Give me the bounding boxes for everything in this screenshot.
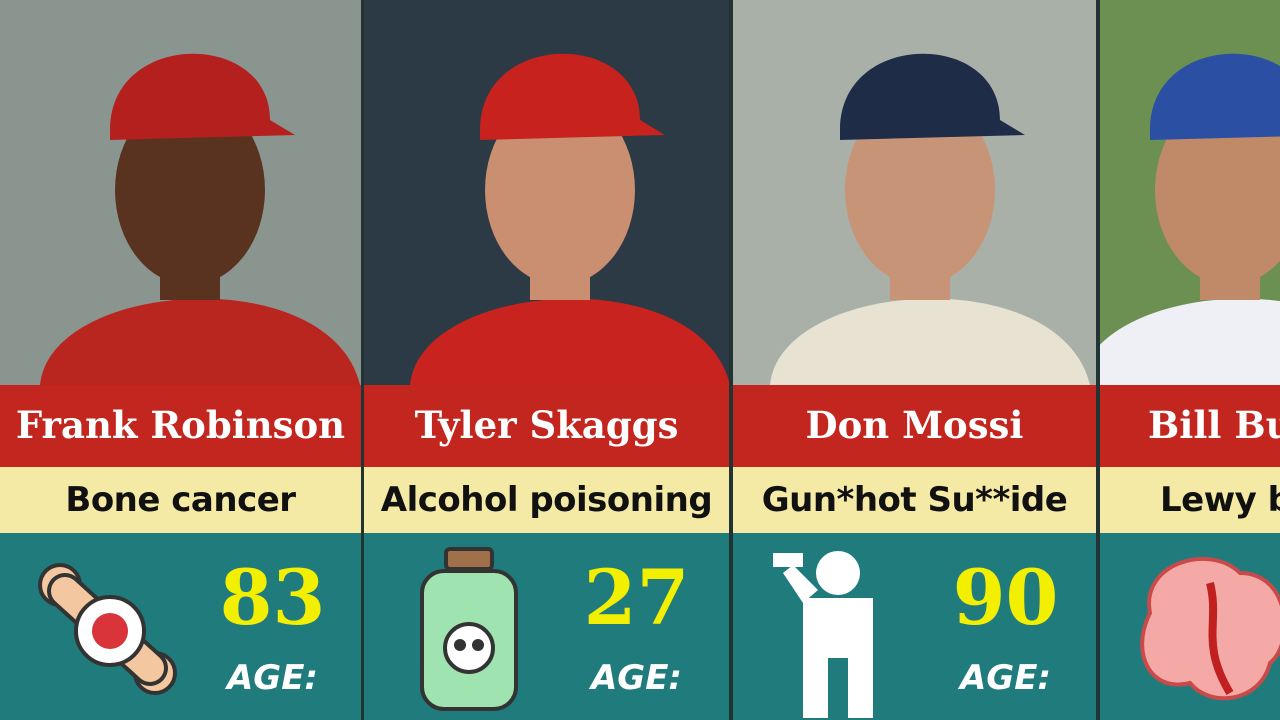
player-card: Bill Bu Lewy b: [1100, 0, 1280, 720]
photo-drawing: [410, 53, 729, 385]
photo-drawing: [1100, 53, 1280, 385]
info-panel: [1100, 533, 1280, 720]
icon-drawing: [773, 551, 873, 718]
cause-icon: [20, 543, 195, 713]
cause-of-death: Lewy b: [1100, 467, 1280, 533]
info-panel: 27 AGE:: [364, 533, 729, 720]
player-photo: [0, 0, 361, 385]
player-photo: [1100, 0, 1280, 385]
icon-drawing: [38, 563, 177, 695]
info-panel: 90 AGE:: [733, 533, 1096, 720]
player-card: Don Mossi Gun*hot Su**ide 90 AGE:: [733, 0, 1096, 720]
cause-icon: [1120, 543, 1280, 713]
player-name: Frank Robinson: [0, 385, 361, 467]
age-label: AGE:: [590, 658, 683, 698]
player-photo: [364, 0, 729, 385]
player-name: Tyler Skaggs: [364, 385, 729, 467]
age-label: AGE:: [226, 658, 319, 698]
photo-drawing: [770, 53, 1090, 385]
cause-icon: [384, 543, 559, 713]
age-value: 27: [583, 553, 690, 642]
player-photo: [733, 0, 1096, 385]
icon-drawing: [1140, 556, 1280, 701]
player-card: Frank Robinson Bone cancer 83 AGE:: [0, 0, 361, 720]
info-panel: 83 AGE:: [0, 533, 361, 720]
cause-of-death: Alcohol poisoning: [364, 467, 729, 533]
player-card: Tyler Skaggs Alcohol poisoning 27 AGE:: [364, 0, 729, 720]
cause-of-death: Bone cancer: [0, 467, 361, 533]
photo-drawing: [40, 53, 360, 385]
age-value: 90: [952, 553, 1059, 642]
cause-icon: [753, 543, 928, 718]
age-value: 83: [219, 553, 326, 642]
player-name: Don Mossi: [733, 385, 1096, 467]
cause-of-death: Gun*hot Su**ide: [733, 467, 1096, 533]
icon-drawing: [420, 547, 518, 711]
age-label: AGE:: [959, 658, 1052, 698]
player-name: Bill Bu: [1100, 385, 1280, 467]
